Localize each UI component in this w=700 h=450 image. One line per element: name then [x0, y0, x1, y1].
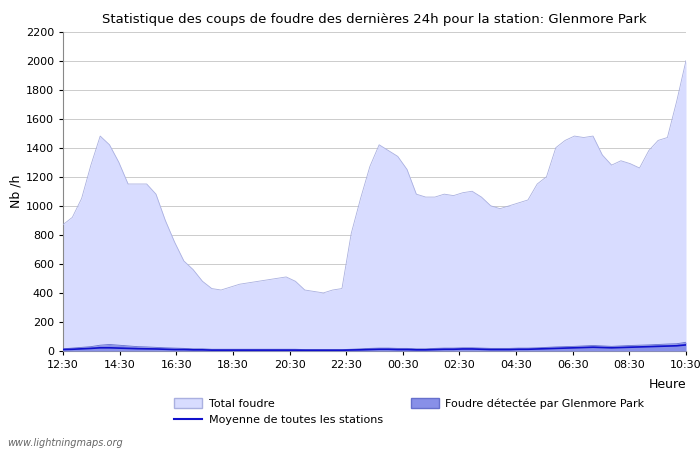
Text: www.lightningmaps.org: www.lightningmaps.org [7, 438, 122, 448]
Title: Statistique des coups de foudre des dernières 24h pour la station: Glenmore Park: Statistique des coups de foudre des dern… [102, 13, 647, 26]
Legend: Total foudre, Moyenne de toutes les stations, Foudre détectée par Glenmore Park: Total foudre, Moyenne de toutes les stat… [174, 398, 645, 425]
Y-axis label: Nb /h: Nb /h [10, 175, 23, 208]
Text: Heure: Heure [648, 378, 686, 391]
